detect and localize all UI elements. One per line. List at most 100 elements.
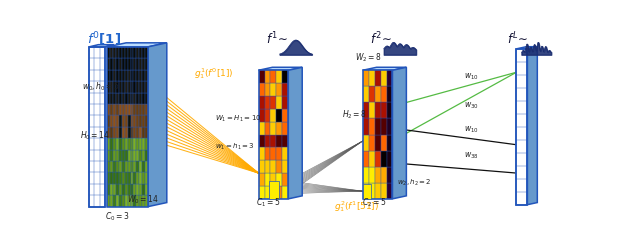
Bar <box>276 186 282 199</box>
Bar <box>122 161 125 173</box>
Bar <box>271 173 276 186</box>
Bar <box>259 148 264 161</box>
Bar <box>145 139 148 150</box>
Bar <box>133 150 136 161</box>
Bar <box>113 196 116 207</box>
Bar <box>127 161 131 173</box>
Bar <box>142 127 145 139</box>
Bar <box>110 59 113 70</box>
Text: $W_0=14$: $W_0=14$ <box>127 193 159 205</box>
Bar <box>264 84 271 97</box>
Polygon shape <box>392 68 406 199</box>
Bar <box>110 93 113 105</box>
Text: $C_0=3$: $C_0=3$ <box>105 209 129 222</box>
Bar <box>131 70 133 82</box>
Bar <box>374 87 381 103</box>
Bar <box>363 87 369 103</box>
Bar <box>136 48 140 59</box>
Bar <box>122 48 125 59</box>
Bar <box>369 151 374 167</box>
Bar <box>142 59 145 70</box>
Bar <box>108 161 110 173</box>
Bar <box>145 161 148 173</box>
Bar <box>116 161 119 173</box>
Bar <box>108 105 110 116</box>
Bar <box>125 161 127 173</box>
Bar <box>276 122 282 135</box>
Bar <box>119 59 122 70</box>
Bar <box>127 139 131 150</box>
Bar <box>125 93 127 105</box>
Bar <box>282 122 288 135</box>
Bar <box>127 127 131 139</box>
Text: $g_1^2(f^1[51])$: $g_1^2(f^1[51])$ <box>335 198 380 213</box>
Bar <box>119 184 122 196</box>
Polygon shape <box>89 46 114 48</box>
Bar <box>110 48 113 59</box>
Bar <box>381 71 387 87</box>
Bar <box>127 48 131 59</box>
Bar <box>119 105 122 116</box>
Bar <box>140 59 142 70</box>
Polygon shape <box>259 68 302 71</box>
Bar <box>369 87 374 103</box>
Bar <box>122 59 125 70</box>
Bar <box>133 70 136 82</box>
Bar <box>363 183 369 199</box>
Bar <box>108 184 110 196</box>
Bar <box>110 70 113 82</box>
Bar <box>271 109 276 122</box>
Bar <box>145 48 148 59</box>
Text: $w_{10}$: $w_{10}$ <box>465 124 479 134</box>
Bar <box>259 135 264 148</box>
Text: $w_1=h_1=3$: $w_1=h_1=3$ <box>215 142 255 152</box>
Bar <box>113 93 116 105</box>
Bar <box>116 70 119 82</box>
Bar <box>271 84 276 97</box>
Bar <box>282 84 288 97</box>
Bar <box>113 184 116 196</box>
Bar <box>133 59 136 70</box>
Bar <box>131 116 133 127</box>
Bar <box>264 122 271 135</box>
Bar <box>108 93 110 105</box>
Bar <box>381 183 387 199</box>
Bar <box>387 103 392 119</box>
Bar <box>131 127 133 139</box>
Bar <box>122 139 125 150</box>
Bar <box>125 70 127 82</box>
Bar <box>133 127 136 139</box>
Bar <box>271 122 276 135</box>
Bar <box>127 196 131 207</box>
Bar <box>140 127 142 139</box>
Bar <box>381 103 387 119</box>
Bar <box>145 116 148 127</box>
Bar <box>276 71 282 84</box>
Bar <box>264 173 271 186</box>
Bar <box>363 103 369 119</box>
Bar <box>119 93 122 105</box>
Bar <box>369 71 374 87</box>
Bar <box>259 161 264 173</box>
Bar <box>125 173 127 184</box>
Bar <box>387 183 392 199</box>
Text: $\mathit{f}^0\mathbf{[1]}$: $\mathit{f}^0\mathbf{[1]}$ <box>88 30 122 48</box>
Bar <box>108 116 110 127</box>
Bar <box>127 184 131 196</box>
Bar <box>125 150 127 161</box>
Bar <box>387 87 392 103</box>
Bar <box>140 196 142 207</box>
Bar <box>133 116 136 127</box>
Bar <box>140 139 142 150</box>
Bar <box>271 71 276 84</box>
Bar <box>259 186 264 199</box>
Text: $C_2=5$: $C_2=5$ <box>362 196 387 208</box>
Bar <box>110 184 113 196</box>
Bar <box>131 93 133 105</box>
Bar <box>145 184 148 196</box>
Bar <box>127 70 131 82</box>
Bar <box>116 48 119 59</box>
Bar <box>113 161 116 173</box>
Bar <box>125 82 127 93</box>
Bar <box>140 48 142 59</box>
